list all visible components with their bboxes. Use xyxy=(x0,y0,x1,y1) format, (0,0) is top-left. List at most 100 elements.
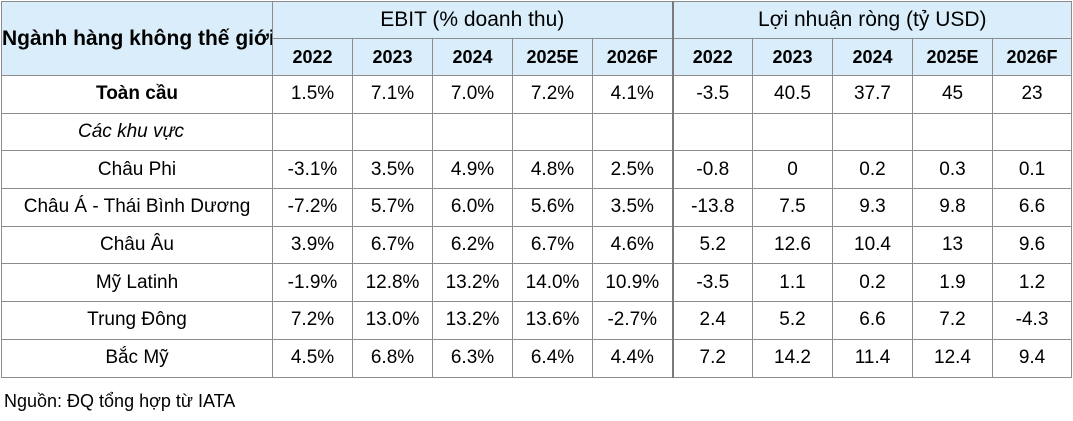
profit-cell: 40.5 xyxy=(752,75,834,114)
table-row: Toàn cầu 1.5% 7.1% 7.0% 7.2% 4.1% -3.5 4… xyxy=(1,75,1073,114)
ebit-cell xyxy=(591,112,674,152)
year-header: 2023 xyxy=(752,38,834,76)
year-header: 2022 xyxy=(272,38,353,76)
ebit-cell: 13.6% xyxy=(512,301,593,340)
profit-cell: 2.4 xyxy=(671,301,754,340)
row-label: Bắc Mỹ xyxy=(1,338,273,378)
profit-cell: 9.6 xyxy=(992,225,1073,265)
ebit-cell: 1.5% xyxy=(272,75,353,114)
profit-cell: 12.6 xyxy=(752,225,834,265)
profit-cell: 1.1 xyxy=(752,263,834,303)
profit-cell: 6.6 xyxy=(992,188,1073,227)
ebit-cell: 5.7% xyxy=(352,188,433,227)
airline-industry-table: Ngành hàng không thế giới EBIT (% doanh … xyxy=(1,1,1073,378)
table-row: Châu Phi -3.1% 3.5% 4.9% 4.8% 2.5% -0.8 … xyxy=(1,150,1073,190)
ebit-cell xyxy=(352,112,433,152)
profit-cell xyxy=(992,112,1073,152)
year-header: 2023 xyxy=(352,38,433,76)
year-header: 2025E xyxy=(512,38,593,76)
ebit-cell: 7.1% xyxy=(352,75,433,114)
ebit-cell xyxy=(272,112,353,152)
ebit-group-header: EBIT (% doanh thu) xyxy=(271,1,674,39)
profit-cell: 0.3 xyxy=(912,150,994,190)
ebit-cell: 7.2% xyxy=(512,75,593,114)
ebit-cell: 3.9% xyxy=(272,225,353,265)
row-label: Toàn cầu xyxy=(1,75,273,114)
ebit-cell: 10.9% xyxy=(591,263,674,303)
ebit-cell: 4.1% xyxy=(591,75,674,114)
ebit-cell: 6.7% xyxy=(512,225,593,265)
profit-cell: 5.2 xyxy=(671,225,754,265)
table-row: Châu Âu 3.9% 6.7% 6.2% 6.7% 4.6% 5.2 12.… xyxy=(1,225,1073,265)
ebit-cell: 6.3% xyxy=(432,338,513,378)
ebit-cell: -1.9% xyxy=(272,263,353,303)
table-row: Bắc Mỹ 4.5% 6.8% 6.3% 6.4% 4.4% 7.2 14.2… xyxy=(1,338,1073,378)
ebit-cell: 13.2% xyxy=(432,263,513,303)
profit-cell xyxy=(752,112,834,152)
profit-cell: 9.3 xyxy=(832,188,914,227)
ebit-cell: 13.2% xyxy=(432,301,513,340)
profit-cell: 5.2 xyxy=(752,301,834,340)
ebit-cell: -7.2% xyxy=(272,188,353,227)
ebit-cell: 6.8% xyxy=(352,338,433,378)
year-header: 2026F xyxy=(591,38,674,76)
year-header: 2024 xyxy=(832,38,914,76)
profit-cell: 10.4 xyxy=(832,225,914,265)
profit-cell: -4.3 xyxy=(992,301,1073,340)
row-label: Châu Phi xyxy=(1,150,273,190)
year-header: 2026F xyxy=(992,38,1073,76)
ebit-cell: 7.2% xyxy=(272,301,353,340)
profit-cell: 7.5 xyxy=(752,188,834,227)
row-label: Mỹ Latinh xyxy=(1,263,273,303)
profit-cell: -0.8 xyxy=(671,150,754,190)
profit-cell: 1.9 xyxy=(912,263,994,303)
ebit-cell: 2.5% xyxy=(591,150,674,190)
ebit-cell: 6.2% xyxy=(432,225,513,265)
ebit-cell: 6.7% xyxy=(352,225,433,265)
ebit-cell: 4.8% xyxy=(512,150,593,190)
table-row: Châu Á - Thái Bình Dương -7.2% 5.7% 6.0%… xyxy=(1,188,1073,227)
profit-cell: 0.1 xyxy=(992,150,1073,190)
profit-cell: 7.2 xyxy=(912,301,994,340)
profit-cell: 7.2 xyxy=(671,338,754,378)
profit-cell: -3.5 xyxy=(671,75,754,114)
ebit-cell: 5.6% xyxy=(512,188,593,227)
net-profit-group-header: Lợi nhuận ròng (tỷ USD) xyxy=(671,1,1073,39)
profit-cell: 6.6 xyxy=(832,301,914,340)
ebit-cell xyxy=(512,112,593,152)
profit-cell: 0.2 xyxy=(832,150,914,190)
profit-cell: 9.8 xyxy=(912,188,994,227)
profit-cell: 12.4 xyxy=(912,338,994,378)
ebit-cell: 6.0% xyxy=(432,188,513,227)
table-row: Mỹ Latinh -1.9% 12.8% 13.2% 14.0% 10.9% … xyxy=(1,263,1073,303)
ebit-cell: 4.4% xyxy=(591,338,674,378)
row-label: Châu Âu xyxy=(1,225,273,265)
profit-cell: 37.7 xyxy=(832,75,914,114)
profit-cell: 9.4 xyxy=(992,338,1073,378)
profit-cell: 23 xyxy=(992,75,1073,114)
row-label: Trung Đông xyxy=(1,301,273,340)
year-header: 2025E xyxy=(912,38,994,76)
year-header: 2024 xyxy=(432,38,513,76)
ebit-cell xyxy=(432,112,513,152)
profit-cell: -3.5 xyxy=(671,263,754,303)
profit-cell xyxy=(671,112,754,152)
profit-cell: 11.4 xyxy=(832,338,914,378)
table-row: Các khu vực xyxy=(1,112,1073,152)
profit-cell: 0 xyxy=(752,150,834,190)
ebit-cell: -2.7% xyxy=(591,301,674,340)
profit-cell: 45 xyxy=(912,75,994,114)
ebit-cell: 3.5% xyxy=(352,150,433,190)
ebit-cell: 7.0% xyxy=(432,75,513,114)
profit-cell: -13.8 xyxy=(671,188,754,227)
source-note: Nguồn: ĐQ tổng hợp từ IATA xyxy=(4,391,236,411)
ebit-cell: 6.4% xyxy=(512,338,593,378)
ebit-cell: 13.0% xyxy=(352,301,433,340)
profit-cell: 0.2 xyxy=(832,263,914,303)
year-header: 2022 xyxy=(671,38,754,76)
table-title-header: Ngành hàng không thế giới xyxy=(1,1,273,76)
ebit-cell: -3.1% xyxy=(272,150,353,190)
ebit-cell: 12.8% xyxy=(352,263,433,303)
section-label: Các khu vực xyxy=(1,112,273,152)
profit-cell: 1.2 xyxy=(992,263,1073,303)
